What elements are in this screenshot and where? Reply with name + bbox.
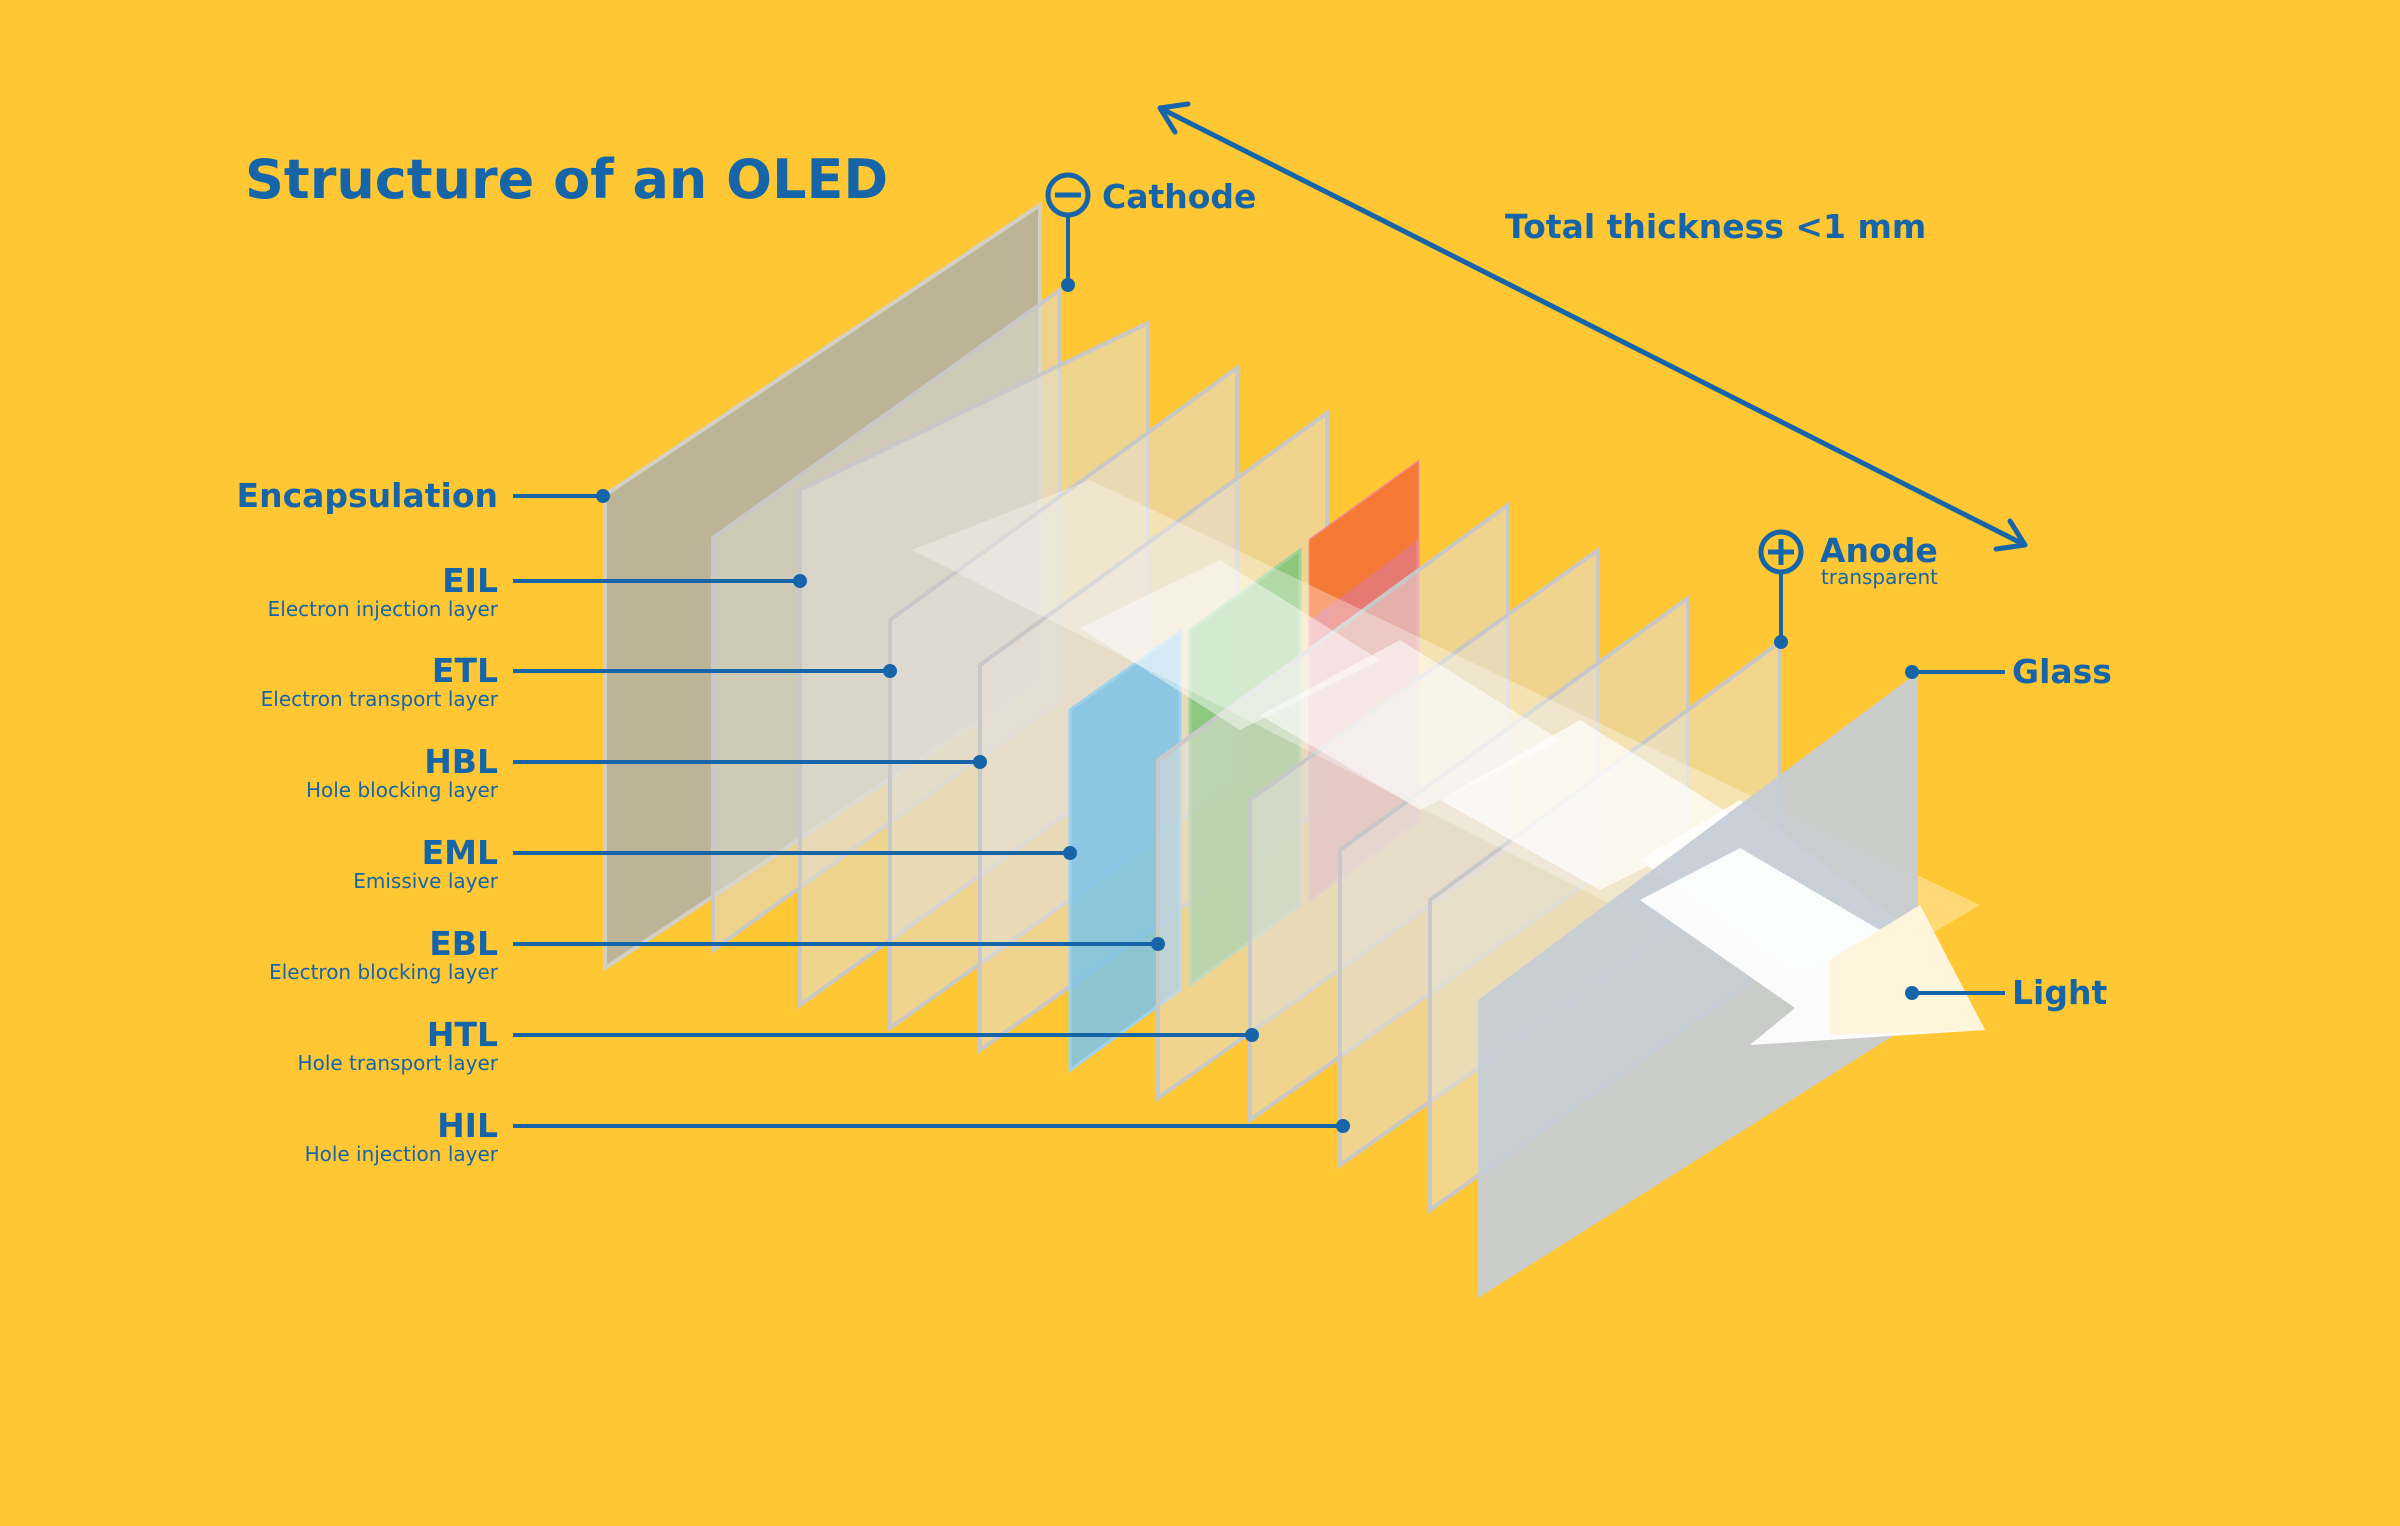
light-glow	[1830, 905, 1985, 1035]
label-etl: ETL Electron transport layer	[261, 651, 897, 711]
layer-full: Electron injection layer	[268, 597, 499, 621]
label-eml: EML Emissive layer	[353, 833, 1077, 893]
layer-abbr: EBL	[429, 924, 498, 963]
diagram-title: Structure of an OLED	[245, 148, 888, 211]
cathode-label: Cathode	[1102, 177, 1256, 216]
label-htl: HTL Hole transport layer	[298, 1015, 1259, 1075]
layer-abbr: ETL	[432, 651, 498, 690]
layer-full: Hole injection layer	[305, 1142, 499, 1166]
light-label: Light	[2012, 973, 2107, 1012]
light-callout: Light	[1905, 973, 2107, 1012]
anode-note: transparent	[1821, 565, 1938, 589]
cathode-callout: Cathode	[1045, 172, 1256, 292]
layer-abbr: HTL	[427, 1015, 498, 1054]
label-eil: EIL Electron injection layer	[268, 561, 807, 621]
glass-label: Glass	[2012, 652, 2112, 691]
layer-labels: Encapsulation EIL Electron injection lay…	[237, 476, 1350, 1166]
layer-abbr: HBL	[424, 742, 498, 781]
thickness-arrow	[1157, 101, 2028, 552]
layer-full: Electron transport layer	[261, 687, 499, 711]
plus-icon	[1758, 529, 1804, 575]
label-hil: HIL Hole injection layer	[305, 1106, 1350, 1166]
layer-abbr: EML	[422, 833, 498, 872]
anode-callout: Anode transparent	[1758, 529, 1938, 649]
anode-label: Anode	[1820, 531, 1938, 570]
label-ebl: EBL Electron blocking layer	[269, 924, 1165, 984]
label-hbl: HBL Hole blocking layer	[306, 742, 987, 802]
layer-abbr: EIL	[442, 561, 498, 600]
layer-abbr: Encapsulation	[237, 476, 498, 515]
emitter-orange	[1310, 462, 1418, 620]
layer-full: Emissive layer	[353, 869, 499, 893]
thickness-label: Total thickness <1 mm	[1505, 207, 1926, 246]
layer-full: Hole transport layer	[298, 1051, 499, 1075]
minus-icon	[1045, 172, 1091, 218]
glass-pane	[1478, 672, 1918, 1298]
glass-callout: Glass	[1905, 652, 2112, 691]
layer-full: Electron blocking layer	[269, 960, 499, 984]
layer-abbr: HIL	[437, 1106, 498, 1145]
label-encapsulation: Encapsulation	[237, 476, 610, 515]
layer-full: Hole blocking layer	[306, 778, 499, 802]
